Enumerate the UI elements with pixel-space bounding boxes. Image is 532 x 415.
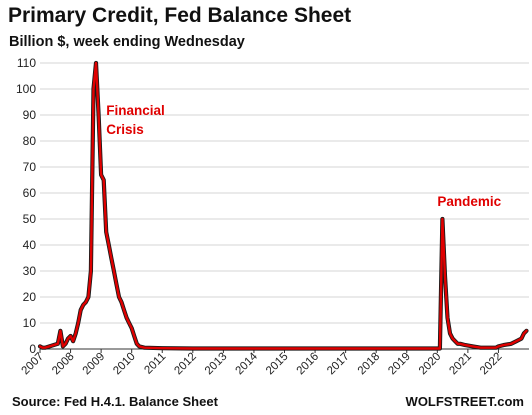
x-tick-label: 2012 bbox=[172, 351, 199, 378]
y-tick-label: 30 bbox=[23, 264, 37, 278]
brand-label: WOLFSTREET.com bbox=[405, 394, 524, 409]
annotation-line: Pandemic bbox=[437, 194, 501, 209]
x-tick-label: 2017 bbox=[325, 351, 352, 378]
y-tick-label: 100 bbox=[16, 82, 36, 96]
chart-title: Primary Credit, Fed Balance Sheet bbox=[8, 4, 352, 27]
x-tick-label: 2010 bbox=[111, 351, 138, 378]
y-tick-label: 20 bbox=[23, 290, 37, 304]
x-tick-label: 2018 bbox=[356, 351, 383, 378]
chart-subtitle: Billion $, week ending Wednesday bbox=[9, 34, 245, 50]
series-layer bbox=[37, 60, 529, 351]
annotations: Financial Crisis Pandemic bbox=[106, 103, 501, 209]
y-tick-label: 90 bbox=[23, 108, 37, 122]
series-line bbox=[38, 61, 528, 350]
x-tick-label: 2009 bbox=[81, 351, 108, 378]
x-tick-label: 2019 bbox=[386, 351, 413, 378]
y-tick-label: 110 bbox=[17, 56, 36, 70]
y-tick-label: 40 bbox=[23, 238, 37, 252]
y-tick-label: 50 bbox=[23, 212, 37, 226]
annotation-line: Financial bbox=[106, 103, 165, 118]
x-tick-label: 2011 bbox=[142, 351, 168, 377]
annotation-label: Financial Crisis bbox=[106, 103, 165, 137]
source-note: Source: Fed H.4.1. Balance Sheet bbox=[12, 394, 218, 409]
x-tick-label: 2015 bbox=[264, 351, 291, 378]
x-tick-label: 2022 bbox=[478, 351, 505, 378]
y-tick-label: 0 bbox=[29, 342, 36, 356]
x-tick-label: 2020 bbox=[417, 351, 444, 378]
x-tick-label: 2016 bbox=[295, 351, 322, 378]
x-tick-label: 2007 bbox=[20, 351, 47, 378]
x-tick-label: 2008 bbox=[50, 351, 77, 378]
y-tick-label: 60 bbox=[23, 186, 37, 200]
annotation-line: Crisis bbox=[106, 122, 144, 137]
x-tick-label: 2021 bbox=[447, 351, 474, 378]
x-tick-label: 2013 bbox=[203, 351, 230, 378]
grid bbox=[40, 62, 529, 324]
annotation-label: Pandemic bbox=[437, 194, 501, 209]
y-tick-label: 80 bbox=[23, 134, 37, 148]
y-tick-label: 10 bbox=[23, 316, 37, 330]
y-tick-label: 70 bbox=[23, 160, 37, 174]
x-tick-label: 2014 bbox=[233, 350, 260, 377]
